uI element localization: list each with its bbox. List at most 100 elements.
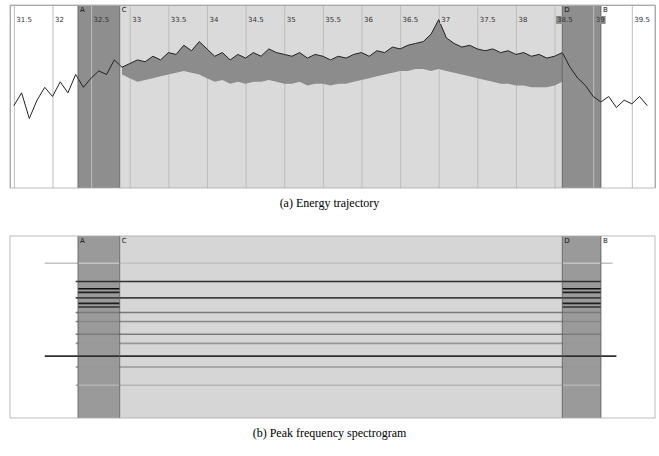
marker-line <box>562 5 563 188</box>
tick-label: 38 <box>518 16 527 24</box>
tick-label: 37 <box>441 16 450 24</box>
label-patch <box>131 16 142 24</box>
tick: 37.5 <box>479 16 497 24</box>
tick: 37 <box>440 16 451 24</box>
tick-label: 38.5 <box>557 16 573 24</box>
grid-line <box>207 5 208 188</box>
peak-track <box>562 303 601 305</box>
tick <box>632 5 633 188</box>
label-patch <box>595 16 606 24</box>
tick-label: 32.5 <box>94 16 110 24</box>
tick-label: 33.5 <box>171 16 187 24</box>
figure: ACDB31.53232.53333.53434.53535.53636.537… <box>0 0 659 456</box>
region <box>120 5 563 188</box>
grid-line <box>246 5 247 188</box>
tick: 35 <box>286 16 297 24</box>
region <box>562 5 601 188</box>
tick-label: 35.5 <box>325 16 341 24</box>
marker-line <box>77 236 78 418</box>
tick: 38 <box>517 16 528 24</box>
peak-track <box>76 384 601 386</box>
tick <box>555 5 556 188</box>
tick-label: 36 <box>364 16 373 24</box>
tick: 35.5 <box>324 16 342 24</box>
peak-track <box>78 292 120 294</box>
marker-label: C <box>122 237 127 245</box>
grid-line <box>516 5 517 188</box>
marker-label: B <box>603 6 608 14</box>
label-patch <box>170 16 188 24</box>
marker-label: B <box>603 237 608 245</box>
grid-line <box>632 5 633 188</box>
band <box>122 20 562 88</box>
tick: 39.5 <box>633 16 651 24</box>
x-axis: 31.53232.53333.53434.53535.53636.53737.5… <box>11 6 656 25</box>
tick <box>168 5 169 188</box>
label-patch <box>208 16 219 24</box>
peak-track <box>45 355 617 357</box>
tick <box>284 5 285 188</box>
tick-label: 34.5 <box>248 16 264 24</box>
grid-line <box>14 5 15 188</box>
peak-track <box>78 288 120 290</box>
grid-line <box>400 5 401 188</box>
label-patch <box>15 16 33 24</box>
tick: 33.5 <box>170 16 188 24</box>
grid-line <box>477 5 478 188</box>
tick <box>130 5 131 188</box>
grid-line <box>91 5 92 188</box>
tick: 34.5 <box>247 16 265 24</box>
regions <box>78 5 601 188</box>
tick-label: 31.5 <box>16 16 32 24</box>
peak-track <box>76 281 601 283</box>
tick <box>323 5 324 188</box>
tick: 32.5 <box>93 16 111 24</box>
tick-label: 39.5 <box>634 16 650 24</box>
label-patch <box>247 16 265 24</box>
axis-line <box>11 5 656 6</box>
peak-track <box>76 321 601 323</box>
marker-line <box>600 5 601 188</box>
tick: 33 <box>131 16 142 24</box>
marker-line <box>562 236 563 418</box>
label-patch <box>363 16 374 24</box>
tick-label: 35 <box>287 16 296 24</box>
tick: 32 <box>54 16 65 24</box>
marker-label: C <box>122 6 127 14</box>
energy-line <box>14 20 647 119</box>
peak-track <box>78 303 120 305</box>
tick <box>14 5 15 188</box>
tick <box>477 5 478 188</box>
label-patch <box>93 16 111 24</box>
tick: 39 <box>595 16 606 24</box>
tick <box>400 5 401 188</box>
peak-track <box>45 262 613 264</box>
label-patch <box>402 16 420 24</box>
tick <box>516 5 517 188</box>
peak-track <box>76 312 601 314</box>
grid-line <box>284 5 285 188</box>
grid-line <box>323 5 324 188</box>
tick: 34 <box>208 16 219 24</box>
tick-label: 37.5 <box>480 16 496 24</box>
marker-label: A <box>80 237 85 245</box>
label-patch <box>556 16 574 24</box>
markers: ACDB <box>78 5 608 188</box>
marker-label: A <box>80 6 85 14</box>
plot-data <box>45 263 617 385</box>
plot-frame <box>10 5 655 188</box>
peak-track <box>562 288 601 290</box>
region <box>78 5 120 188</box>
tick <box>91 5 92 188</box>
tick: 38.5 <box>556 16 574 24</box>
marker-line <box>119 5 120 188</box>
marker-line <box>77 5 78 188</box>
peak-track <box>76 333 601 335</box>
grid-line <box>361 5 362 188</box>
marker-label: D <box>564 6 569 14</box>
label-patch <box>286 16 297 24</box>
caption: (b) Peak frequency spectrogram <box>253 426 407 440</box>
label-patch <box>479 16 497 24</box>
marker-line <box>119 236 120 418</box>
axis-line <box>11 6 656 189</box>
